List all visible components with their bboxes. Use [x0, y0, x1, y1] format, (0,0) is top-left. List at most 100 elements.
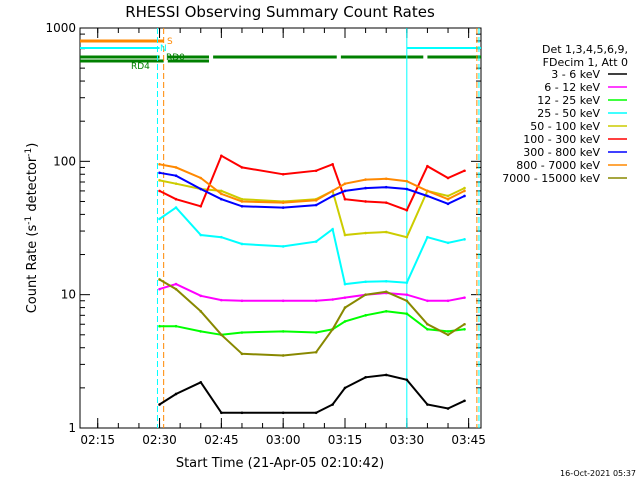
data-point [331, 298, 334, 301]
data-point [405, 299, 409, 303]
data-point [240, 352, 244, 356]
data-point [331, 327, 334, 331]
data-point [220, 298, 223, 302]
legend-header-line-1: Det 1,3,4,5,6,9, [542, 43, 628, 56]
data-point [463, 194, 466, 198]
data-point [426, 194, 429, 198]
data-point [384, 177, 388, 181]
x-tick-label: 02:45 [204, 433, 239, 447]
status-bar-label-s: S [167, 37, 173, 47]
legend-item-label: 800 - 7000 keV [516, 159, 600, 172]
data-point [158, 171, 161, 175]
status-bar-label-rd0: RD0 [166, 53, 185, 63]
data-point [158, 179, 161, 182]
data-point [364, 231, 367, 235]
data-point [343, 197, 347, 201]
series-line-9 [158, 278, 466, 357]
data-point [281, 354, 285, 357]
data-point [426, 299, 429, 303]
legend-item-label: 6 - 12 keV [544, 81, 600, 94]
data-point [158, 217, 161, 221]
series-line-5 [159, 179, 465, 239]
data-point [314, 203, 318, 207]
data-point [405, 235, 409, 239]
x-tick-label: 03:15 [328, 433, 363, 447]
series-line-6 [159, 154, 465, 212]
data-point [343, 182, 347, 185]
data-point [343, 386, 347, 390]
y-tick-label: 1 [68, 421, 76, 435]
status-bar-label-n: N [160, 44, 167, 54]
legend-item-label: 12 - 25 keV [537, 94, 600, 107]
legend-item-label: 7000 - 15000 keV [502, 172, 600, 185]
data-point [463, 238, 466, 241]
data-point [331, 189, 334, 193]
data-point [364, 186, 367, 190]
data-point [405, 281, 409, 284]
data-point [314, 331, 318, 334]
data-point [174, 206, 178, 209]
data-point [405, 378, 409, 382]
data-point [174, 282, 178, 286]
data-point [281, 411, 285, 415]
data-point [314, 169, 318, 173]
data-point [220, 192, 223, 196]
status-bar-label-rd4: RD4 [131, 62, 150, 72]
data-point [426, 189, 429, 193]
data-point [199, 187, 203, 191]
data-point [331, 403, 334, 406]
data-point [405, 187, 409, 191]
data-point [463, 189, 466, 193]
data-point [463, 186, 466, 190]
legend-header-line-2: FDecim 1, Att 0 [543, 56, 628, 69]
data-point [158, 163, 161, 166]
data-point [405, 293, 409, 296]
data-point [281, 201, 285, 204]
data-point [426, 327, 429, 331]
data-point [158, 324, 161, 328]
series-line-4 [158, 206, 465, 286]
data-point [158, 287, 161, 291]
chart-title: RHESSI Observing Summary Count Rates [125, 3, 435, 21]
data-point [314, 411, 318, 415]
data-point [174, 197, 178, 201]
data-point [158, 403, 161, 406]
data-point [220, 235, 223, 239]
y-axis-label: Count Rate (s-1 detector-1) [24, 143, 40, 314]
data-point [446, 176, 450, 180]
data-point [384, 185, 388, 189]
x-tick-label: 03:00 [266, 433, 301, 447]
legend-item-label: 50 - 100 keV [530, 120, 600, 133]
data-point [281, 172, 285, 176]
data-point [405, 312, 409, 315]
data-point [220, 154, 223, 158]
x-tick-label: 02:15 [80, 433, 115, 447]
data-point [384, 310, 388, 313]
plot-frame [79, 27, 482, 429]
data-point [463, 327, 466, 331]
data-point [174, 182, 178, 185]
data-point [384, 373, 388, 377]
data-point [199, 310, 203, 313]
data-point [240, 242, 244, 246]
data-point [240, 331, 244, 334]
y-tick-label: 10 [61, 288, 76, 302]
data-point [174, 174, 178, 178]
data-point [220, 411, 223, 415]
data-point [463, 399, 466, 403]
data-point [240, 411, 244, 415]
data-point [331, 163, 334, 166]
x-tick-label: 02:30 [142, 433, 177, 447]
data-point [463, 169, 466, 173]
data-point [446, 202, 450, 206]
legend-item-label: 25 - 50 keV [537, 107, 600, 120]
data-point [314, 240, 318, 243]
data-point [364, 200, 367, 203]
data-point [281, 299, 285, 303]
x-tick-label: 03:45 [451, 433, 486, 447]
series-line-1 [158, 373, 465, 414]
data-point [240, 299, 244, 303]
timestamp-footer: 16-Oct-2021 05:37 [560, 469, 636, 478]
